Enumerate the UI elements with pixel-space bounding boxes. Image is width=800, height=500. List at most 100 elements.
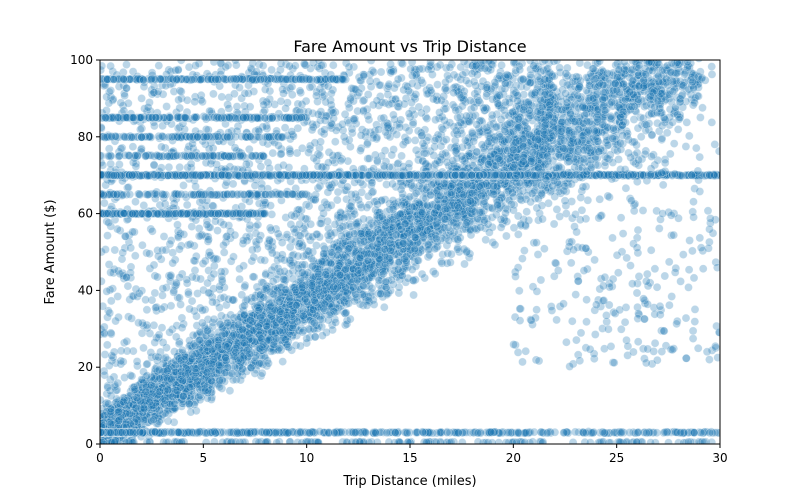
data-point	[133, 416, 143, 426]
data-point	[651, 48, 659, 56]
data-point	[552, 93, 562, 102]
data-point	[206, 359, 216, 369]
data-point	[409, 290, 418, 300]
data-point	[485, 228, 494, 237]
data-point	[611, 125, 621, 134]
data-point	[615, 138, 625, 148]
data-point	[616, 73, 626, 82]
data-point	[634, 60, 644, 70]
data-point	[226, 338, 235, 348]
data-point	[310, 294, 319, 304]
data-point	[611, 51, 619, 59]
data-point	[202, 384, 212, 394]
data-point	[609, 123, 618, 133]
data-point	[362, 301, 372, 310]
data-point	[423, 245, 433, 255]
data-point	[410, 244, 420, 254]
data-point	[522, 164, 532, 174]
data-point	[371, 243, 381, 252]
data-point	[348, 282, 358, 292]
data-point	[227, 331, 237, 341]
data-point	[104, 443, 109, 444]
data-point	[100, 418, 107, 428]
data-point	[430, 269, 440, 279]
data-point	[185, 382, 195, 392]
data-point	[163, 416, 173, 426]
data-point	[350, 265, 359, 275]
data-point	[148, 401, 157, 410]
data-point	[288, 283, 298, 292]
data-point	[507, 199, 516, 209]
data-point	[461, 165, 470, 175]
data-point	[189, 371, 198, 380]
data-point	[347, 283, 357, 293]
data-point	[215, 376, 224, 385]
data-point	[691, 51, 699, 59]
data-point	[343, 258, 352, 267]
data-point	[671, 52, 679, 60]
data-point	[160, 396, 170, 405]
data-point	[134, 408, 143, 417]
data-point	[175, 368, 184, 378]
data-point	[331, 318, 340, 327]
data-point	[113, 445, 121, 453]
data-point	[479, 161, 489, 171]
data-point	[648, 82, 658, 91]
chart-title: Fare Amount vs Trip Distance	[293, 37, 526, 56]
data-point	[102, 408, 111, 418]
data-point	[401, 209, 411, 218]
data-point	[537, 158, 546, 167]
data-point	[611, 60, 621, 70]
data-point	[630, 50, 638, 58]
data-point	[406, 241, 416, 251]
data-point	[473, 196, 482, 206]
data-point	[410, 232, 420, 242]
data-point	[549, 165, 558, 175]
data-point	[670, 82, 679, 91]
data-point	[193, 375, 203, 384]
data-point	[400, 254, 409, 264]
data-point	[576, 131, 586, 141]
data-point	[583, 88, 593, 97]
data-point	[496, 215, 506, 224]
data-point	[369, 300, 379, 309]
data-point	[191, 367, 200, 376]
data-point	[264, 358, 273, 368]
data-point	[262, 319, 271, 329]
data-points	[100, 48, 720, 453]
data-point	[663, 60, 666, 61]
data-point	[254, 346, 263, 356]
data-point	[640, 50, 648, 58]
data-point	[225, 386, 235, 396]
data-point	[513, 182, 523, 191]
data-point	[108, 443, 114, 444]
data-point	[459, 208, 469, 217]
data-point	[267, 298, 277, 308]
data-point	[245, 349, 254, 359]
data-point	[572, 72, 581, 81]
data-point	[235, 358, 245, 368]
data-point	[271, 334, 281, 344]
data-point	[104, 437, 114, 444]
data-point	[588, 64, 598, 73]
data-point	[481, 235, 491, 245]
data-point	[691, 60, 696, 61]
data-point	[297, 292, 307, 302]
data-point	[570, 117, 580, 126]
data-point	[222, 319, 231, 328]
data-point	[476, 223, 486, 232]
data-point	[448, 173, 458, 182]
data-point	[180, 369, 190, 379]
data-point	[200, 386, 210, 396]
data-point	[444, 205, 453, 215]
data-point	[408, 275, 418, 285]
data-point	[633, 123, 643, 133]
data-point	[496, 223, 506, 232]
data-point	[486, 187, 496, 197]
data-point	[548, 124, 557, 133]
data-point	[102, 431, 111, 441]
data-point	[367, 283, 377, 293]
data-point	[452, 222, 461, 231]
data-point	[544, 162, 554, 171]
data-point	[382, 247, 391, 256]
